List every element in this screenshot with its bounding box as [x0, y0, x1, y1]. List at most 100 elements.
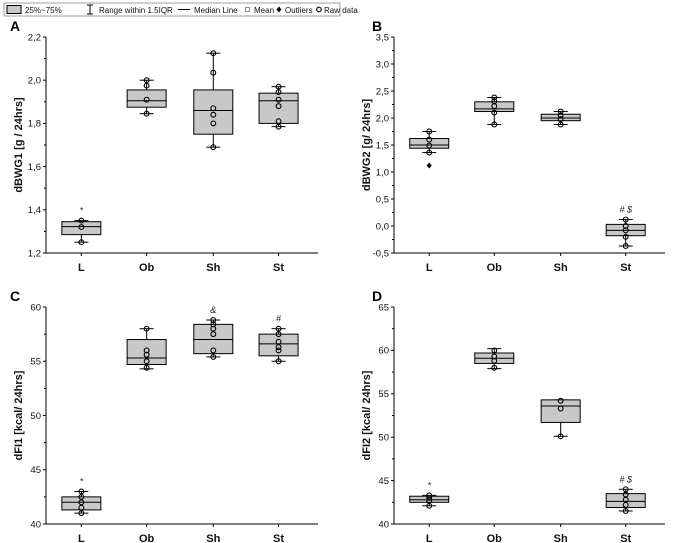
y-tick-label: 0,0: [376, 221, 389, 232]
category-label: Ob: [139, 262, 155, 274]
significance-annotation: # $: [619, 474, 633, 484]
chart-panel-a: A 1,2 1,4 1,6 1,8 2,0 2,2 dBWG1 [g / 24hrs] L Ob S…: [10, 18, 318, 274]
box-group-ob: [474, 94, 515, 128]
raw-data-point: [426, 128, 433, 135]
panels: A 1,2 1,4 1,6 1,8 2,0 2,2 dBWG1 [g / 24hrs] L Ob S…: [10, 18, 665, 543]
raw-data-point: [210, 317, 217, 323]
legend-raw-symbol: [316, 6, 322, 13]
raw-data-point: [426, 149, 433, 156]
category-label: Ob: [139, 533, 155, 543]
y-tick-label: 2,0: [28, 76, 41, 87]
raw-data-point: [491, 98, 498, 105]
category-label: St: [273, 533, 284, 543]
legend-label-outliers: Outliers: [285, 6, 313, 15]
box-group-l: *: [61, 206, 102, 246]
raw-data-point: [143, 347, 150, 354]
raw-data-point: [275, 338, 282, 345]
chart-panel-c: C 40 45 50 55 60 dFI1 [kcal/ 24hrs] L Ob Sh St * & #: [10, 288, 318, 543]
y-tick-label: 45: [378, 476, 389, 487]
panel-letter: B: [372, 18, 382, 34]
y-tick-label: 60: [378, 346, 389, 357]
raw-data-point: [78, 239, 85, 246]
box-group-ob: [126, 325, 167, 371]
category-label: St: [620, 533, 631, 543]
category-label: Ob: [487, 262, 503, 274]
y-tick-label: 1,6: [28, 162, 41, 173]
box-group-sh: &: [193, 305, 234, 360]
panel-letter: C: [10, 288, 20, 304]
raw-data-point: [210, 120, 217, 127]
significance-annotation: # $: [619, 205, 633, 215]
raw-data-point: [78, 504, 85, 511]
category-label: L: [426, 533, 433, 543]
y-tick-label: 1,4: [28, 205, 41, 216]
y-tick-label: 40: [378, 519, 389, 530]
raw-data-point: [210, 69, 217, 76]
raw-data-point: [557, 116, 564, 123]
raw-data-point: [210, 331, 217, 338]
raw-data-point: [491, 364, 498, 371]
panel-letter: A: [10, 18, 20, 34]
raw-data-point: [275, 347, 282, 354]
raw-data-point: [275, 89, 282, 96]
y-tick-label: 55: [30, 357, 41, 368]
legend-frame: [3, 2, 341, 17]
y-tick-label: 60: [30, 302, 41, 313]
raw-data-point: [426, 495, 433, 501]
y-tick-label: 1,0: [376, 167, 389, 178]
raw-data-point: [143, 325, 150, 332]
raw-data-point: [491, 353, 498, 360]
chart-panel-b: B -0,5 0,0 0,5 1,0 1,5 2,0 2,5 3,0 3,5 dBWG2 [g/ 2…: [361, 18, 665, 274]
raw-data-point: [210, 347, 217, 354]
raw-data-point: [557, 108, 564, 115]
box-group-sh: [540, 397, 581, 440]
raw-data-point: [275, 325, 282, 332]
legend-outlier-symbol: [276, 6, 282, 13]
raw-data-point: [426, 136, 433, 143]
raw-data-point: [275, 123, 282, 130]
raw-data-point: [275, 344, 282, 351]
raw-data-point: [143, 110, 150, 117]
raw-data-point: [622, 508, 629, 514]
y-tick-label: 55: [378, 389, 389, 400]
box-group-st: # $: [605, 205, 646, 249]
raw-data-point: [78, 510, 85, 517]
raw-data-point: [557, 433, 564, 440]
y-tick-label: 50: [378, 433, 389, 444]
raw-data-point: [143, 364, 150, 371]
raw-data-point: [622, 216, 629, 223]
iqr-box: [126, 89, 167, 108]
box-group-st: #: [258, 314, 299, 365]
category-label: Ob: [487, 533, 503, 543]
iqr-box: [193, 323, 234, 355]
raw-data-point: [275, 118, 282, 125]
y-tick-label: 3,5: [376, 32, 389, 43]
box-group-ob: [126, 77, 167, 117]
raw-data-point: [275, 331, 282, 338]
category-label: St: [273, 262, 284, 274]
y-tick-label: 50: [30, 411, 41, 422]
significance-annotation: #: [276, 314, 282, 324]
legend-box-swatch: [6, 5, 22, 14]
significance-annotation: &: [210, 305, 216, 315]
raw-data-point: [210, 144, 217, 151]
raw-data-point: [275, 358, 282, 365]
y-tick-label: 2,2: [28, 32, 41, 43]
legend-range-symbol: [87, 4, 93, 15]
raw-data-point: [143, 96, 150, 103]
iqr-box: [605, 493, 646, 509]
raw-data-point: [426, 142, 433, 149]
raw-data-point: [557, 112, 564, 119]
iqr-box: [61, 221, 102, 236]
y-tick-label: 3,0: [376, 59, 389, 70]
significance-annotation: *: [427, 480, 431, 490]
box-group-l: *: [409, 480, 450, 509]
box-group-sh: [540, 108, 581, 128]
category-label: Sh: [206, 533, 220, 543]
raw-data-point: [491, 347, 498, 354]
y-axis-label: dBWG2 [g/ 24hrs]: [361, 99, 373, 192]
raw-data-point: [143, 358, 150, 365]
legend: 25%~75% Range within 1.5IQR Median Line …: [3, 2, 358, 17]
y-tick-label: 1,2: [28, 248, 41, 259]
